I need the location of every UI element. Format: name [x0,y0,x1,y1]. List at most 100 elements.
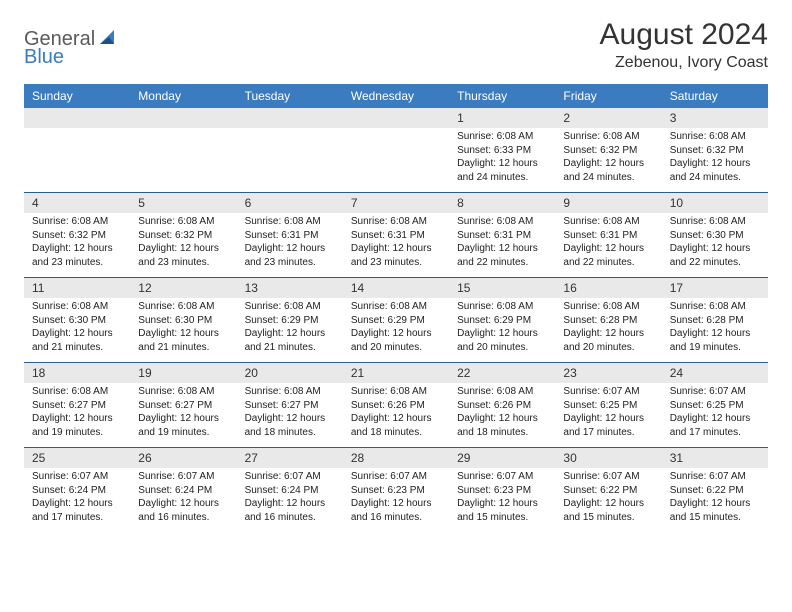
sunset-line: Sunset: 6:29 PM [457,314,547,328]
sunset-line: Sunset: 6:32 PM [563,144,653,158]
dayhead-thu: Thursday [449,84,555,108]
sunset-line: Sunset: 6:27 PM [138,399,228,413]
sunset-line: Sunset: 6:25 PM [670,399,760,413]
sunset-line: Sunset: 6:28 PM [670,314,760,328]
day-detail-cell: Sunrise: 6:08 AMSunset: 6:29 PMDaylight:… [343,298,449,363]
sunset-line: Sunset: 6:31 PM [457,229,547,243]
day-detail-cell: Sunrise: 6:08 AMSunset: 6:32 PMDaylight:… [662,128,768,193]
day-detail-cell: Sunrise: 6:08 AMSunset: 6:31 PMDaylight:… [555,213,661,278]
sunrise-line: Sunrise: 6:08 AM [457,300,547,314]
sunrise-line: Sunrise: 6:08 AM [245,385,335,399]
sunrise-line: Sunrise: 6:08 AM [351,215,441,229]
sunset-line: Sunset: 6:31 PM [245,229,335,243]
day-detail-cell: Sunrise: 6:07 AMSunset: 6:25 PMDaylight:… [555,383,661,448]
day-detail-cell: Sunrise: 6:07 AMSunset: 6:23 PMDaylight:… [343,468,449,532]
day-detail-cell: Sunrise: 6:07 AMSunset: 6:25 PMDaylight:… [662,383,768,448]
day-detail-cell: Sunrise: 6:08 AMSunset: 6:30 PMDaylight:… [130,298,236,363]
sunrise-line: Sunrise: 6:08 AM [138,300,228,314]
daylight-line: Daylight: 12 hours and 21 minutes. [245,327,335,354]
detail-row: Sunrise: 6:08 AMSunset: 6:30 PMDaylight:… [24,298,768,363]
sunrise-line: Sunrise: 6:08 AM [351,385,441,399]
day-header-row: Sunday Monday Tuesday Wednesday Thursday… [24,84,768,108]
month-title: August 2024 [600,18,768,52]
sunrise-line: Sunrise: 6:08 AM [32,300,122,314]
day-detail-cell: Sunrise: 6:08 AMSunset: 6:31 PMDaylight:… [237,213,343,278]
sunset-line: Sunset: 6:23 PM [351,484,441,498]
daylight-line: Daylight: 12 hours and 15 minutes. [457,497,547,524]
daylight-line: Daylight: 12 hours and 18 minutes. [351,412,441,439]
daylight-line: Daylight: 12 hours and 19 minutes. [32,412,122,439]
day-number-cell: 22 [449,363,555,383]
daylight-line: Daylight: 12 hours and 21 minutes. [138,327,228,354]
page-header: General August 2024 Zebenou, Ivory Coast [24,18,768,72]
dayhead-fri: Friday [555,84,661,108]
day-number-cell: 27 [237,448,343,468]
day-number-cell: 21 [343,363,449,383]
sunset-line: Sunset: 6:31 PM [563,229,653,243]
sunrise-line: Sunrise: 6:08 AM [457,385,547,399]
day-number-cell: 24 [662,363,768,383]
detail-row: Sunrise: 6:07 AM Sunset: 6:24 PM Daylight:… [24,468,768,532]
daylight-line: Daylight: 12 hours and 23 minutes. [138,242,228,269]
sunset-line: Sunset: 6:26 PM [457,399,547,413]
sunrise-line: Sunrise: 6:08 AM [138,385,228,399]
day-detail-cell: Sunrise: 6:08 AMSunset: 6:30 PMDaylight:… [662,213,768,278]
sunset-line: Sunset: 6:29 PM [245,314,335,328]
sunrise-line: Sunrise: 6:08 AM [32,215,122,229]
daynum-row: 25262728293031 [24,448,768,468]
day-detail-cell: Sunrise: 6:08 AMSunset: 6:26 PMDaylight:… [449,383,555,448]
location-subtitle: Zebenou, Ivory Coast [600,54,768,72]
daylight-line: Daylight: 12 hours and 16 minutes. [351,497,441,524]
day-detail-cell: Sunrise: 6:08 AMSunset: 6:33 PMDaylight:… [449,128,555,193]
daylight-line: Daylight: 12 hours and 17 minutes. [670,412,760,439]
day-number-cell: 13 [237,278,343,298]
day-detail-cell: Sunrise: 6:07 AMSunset: 6:22 PMDaylight:… [662,468,768,532]
day-number-cell: 16 [555,278,661,298]
day-detail-cell: Sunrise: 6:08 AMSunset: 6:26 PMDaylight:… [343,383,449,448]
day-detail-cell: Sunrise: 6:07 AMSunset: 6:24 PMDaylight:… [237,468,343,532]
sunset-line: Sunset: 6:30 PM [138,314,228,328]
sunrise-line: Sunrise: 6:08 AM [457,215,547,229]
day-detail-cell: Sunrise: 6:08 AMSunset: 6:32 PMDaylight:… [130,213,236,278]
day-detail-cell: Sunrise: 6:08 AMSunset: 6:28 PMDaylight:… [555,298,661,363]
day-number-cell: 3 [662,108,768,128]
daylight-line: Daylight: 12 hours and 24 minutes. [563,157,653,184]
calendar-page: General August 2024 Zebenou, Ivory Coast… [0,0,792,550]
daylight-line: Daylight: 12 hours and 17 minutes. [563,412,653,439]
day-number-cell: 20 [237,363,343,383]
sunset-line: Sunset: 6:28 PM [563,314,653,328]
sunrise-line: Sunrise: 6:08 AM [670,215,760,229]
detail-row: Sunrise: 6:08 AMSunset: 6:33 PMDaylight:… [24,128,768,193]
daynum-row: 18192021222324 [24,363,768,383]
brand-part2-wrap: Blue [24,46,64,69]
sunset-line: Sunset: 6:32 PM [670,144,760,158]
day-detail-cell: Sunrise: 6:08 AMSunset: 6:27 PMDaylight:… [237,383,343,448]
day-detail-cell [24,128,130,193]
day-detail-cell: Sunrise: 6:08 AMSunset: 6:31 PMDaylight:… [449,213,555,278]
sunset-line: Sunset: 6:24 PM [138,484,228,498]
day-number-cell [237,108,343,128]
sunrise-line: Sunrise: 6:07 AM [245,470,335,484]
sunset-line: Sunset: 6:27 PM [32,399,122,413]
daylight-line: Daylight: 12 hours and 21 minutes. [32,327,122,354]
sunset-line: Sunset: 6:31 PM [351,229,441,243]
sunrise-line: Sunrise: 6:08 AM [563,130,653,144]
sunset-line: Sunset: 6:23 PM [457,484,547,498]
day-number-cell: 11 [24,278,130,298]
day-number-cell [24,108,130,128]
dayhead-tue: Tuesday [237,84,343,108]
day-number-cell: 26 [130,448,236,468]
dayhead-sat: Saturday [662,84,768,108]
sunrise-line: Sunrise: 6:08 AM [245,215,335,229]
sunrise-line: Sunrise: 6:08 AM [245,300,335,314]
day-detail-cell: Sunrise: 6:08 AMSunset: 6:29 PMDaylight:… [237,298,343,363]
daylight-line: Daylight: 12 hours and 19 minutes. [138,412,228,439]
daylight-line: Daylight: 12 hours and 24 minutes. [457,157,547,184]
sunrise-line: Sunrise: 6:07 AM [32,470,122,484]
day-number-cell [130,108,236,128]
daylight-line: Daylight: 12 hours and 23 minutes. [245,242,335,269]
sunrise-line: Sunrise: 6:07 AM [457,470,547,484]
sunset-line: Sunset: 6:33 PM [457,144,547,158]
day-number-cell: 28 [343,448,449,468]
day-detail-cell: Sunrise: 6:07 AMSunset: 6:23 PMDaylight:… [449,468,555,532]
